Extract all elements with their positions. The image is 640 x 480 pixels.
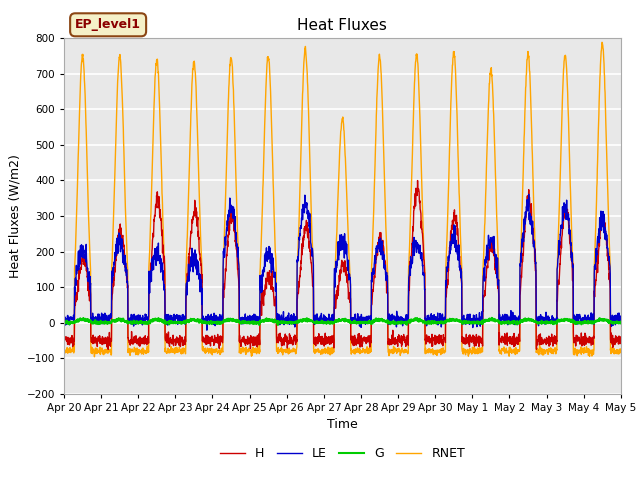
G: [584, 320, 591, 326]
G: [617, 320, 625, 325]
LE: [60, 320, 68, 325]
H: [584, 337, 591, 343]
LE: [359, 318, 367, 324]
LE: [568, 258, 576, 264]
G: [216, 320, 223, 325]
RNET: [568, 234, 575, 240]
Line: G: G: [64, 318, 621, 325]
LE: [371, 253, 379, 259]
Line: H: H: [64, 180, 621, 349]
G: [505, 318, 513, 324]
RNET: [60, 348, 68, 353]
Title: Heat Fluxes: Heat Fluxes: [298, 18, 387, 33]
H: [413, 178, 421, 183]
H: [505, 338, 513, 344]
H: [104, 347, 112, 352]
G: [60, 319, 68, 325]
Line: LE: LE: [64, 194, 621, 330]
H: [371, 275, 379, 280]
H: [216, 334, 223, 339]
RNET: [371, 169, 379, 175]
X-axis label: Time: Time: [327, 418, 358, 431]
H: [568, 261, 576, 266]
H: [617, 339, 625, 345]
LE: [216, 317, 223, 323]
LE: [584, 313, 591, 319]
H: [359, 340, 367, 346]
RNET: [359, 347, 367, 353]
Text: EP_level1: EP_level1: [75, 18, 141, 31]
RNET: [617, 348, 625, 354]
Line: RNET: RNET: [64, 42, 621, 357]
RNET: [598, 39, 606, 45]
Y-axis label: Heat Fluxes (W/m2): Heat Fluxes (W/m2): [8, 154, 21, 278]
RNET: [91, 354, 99, 360]
RNET: [584, 348, 591, 354]
RNET: [216, 347, 223, 353]
LE: [504, 320, 512, 325]
Legend: H, LE, G, RNET: H, LE, G, RNET: [215, 443, 470, 466]
G: [359, 320, 367, 326]
G: [568, 318, 576, 324]
H: [60, 339, 68, 345]
LE: [617, 320, 625, 325]
LE: [525, 192, 532, 197]
G: [488, 315, 496, 321]
RNET: [504, 350, 512, 356]
G: [371, 318, 379, 324]
LE: [203, 327, 211, 333]
G: [255, 322, 263, 328]
